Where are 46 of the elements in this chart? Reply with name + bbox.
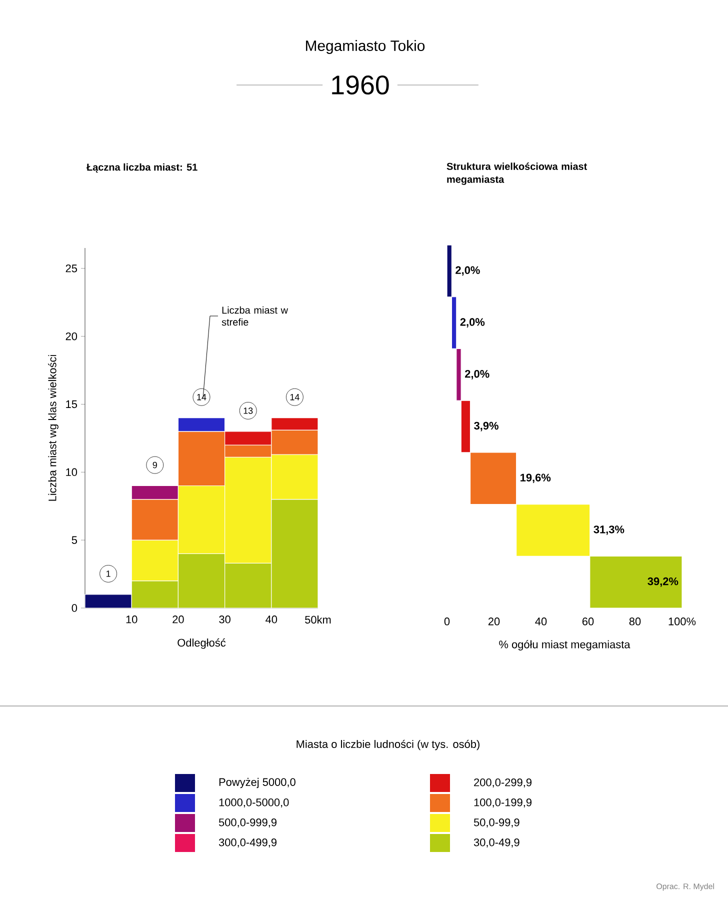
x-tick-label: 10 <box>126 616 138 624</box>
x-tick-label: 40 <box>535 618 547 626</box>
x-axis-title: % ogółu miast megamiasta <box>499 640 630 650</box>
x-tick-label: 40 <box>266 616 278 624</box>
x-tick-label: 30 <box>219 616 230 624</box>
y-axis-title: Liczba miast wg klas wielkości <box>48 355 58 501</box>
x-tick-label: 60 <box>582 618 594 626</box>
chart-title: Łączna liczba miast: 51 <box>86 163 198 173</box>
legend-label: 1000,0-5000,0 <box>219 798 289 808</box>
annotation: Liczba miast w strefie <box>222 306 288 326</box>
data-label: 2,0% <box>464 370 490 380</box>
y-tick-label: 25 <box>66 264 78 272</box>
text: Megamiasto Tokio <box>306 40 425 54</box>
chart-title: Struktura wielkościowa miast megamiasta <box>446 162 588 185</box>
x-tick-label: 80 <box>629 618 641 626</box>
legend-label: 100,0-199,9 <box>474 798 532 808</box>
total-label: 9 <box>152 462 157 468</box>
data-label: 31,3% <box>594 526 624 535</box>
data-label: 39,2% <box>648 577 678 587</box>
x-tick-label: 50km <box>305 616 331 624</box>
x-axis-title: Odległość <box>178 638 226 649</box>
x-tick-label: 100% <box>668 618 696 626</box>
legend-label: 50,0-99,9 <box>474 818 520 828</box>
x-tick-label: 20 <box>172 616 184 624</box>
y-tick-label: 10 <box>66 468 78 476</box>
y-tick-label: 5 <box>72 536 78 544</box>
y-tick-label: 15 <box>66 400 78 408</box>
legend-label: Powyżej 5000,0 <box>219 778 296 788</box>
data-label: 19,6% <box>520 474 551 484</box>
x-tick-label: 0 <box>444 618 450 626</box>
data-label: 2,0% <box>456 266 480 276</box>
total-label: 13 <box>244 408 253 414</box>
legend-label: 300,0-499,9 <box>218 838 276 848</box>
total-label: 1 <box>106 570 110 577</box>
text: 1960 <box>332 75 389 95</box>
legend-title: Miasta o liczbie ludności (w tys. osób) <box>296 740 480 750</box>
y-tick-label: 0 <box>72 604 78 612</box>
y-tick-label: 20 <box>66 332 78 340</box>
total-label: 14 <box>197 394 206 400</box>
data-label: 3,9% <box>474 422 498 432</box>
legend-label: 30,0-49,9 <box>474 838 520 848</box>
legend-label: 500,0-999,9 <box>218 818 276 828</box>
data-label: 2,0% <box>460 318 485 328</box>
total-label: 14 <box>290 394 300 400</box>
legend-label: 200,0-299,9 <box>474 778 532 788</box>
x-tick-label: 20 <box>488 618 500 626</box>
